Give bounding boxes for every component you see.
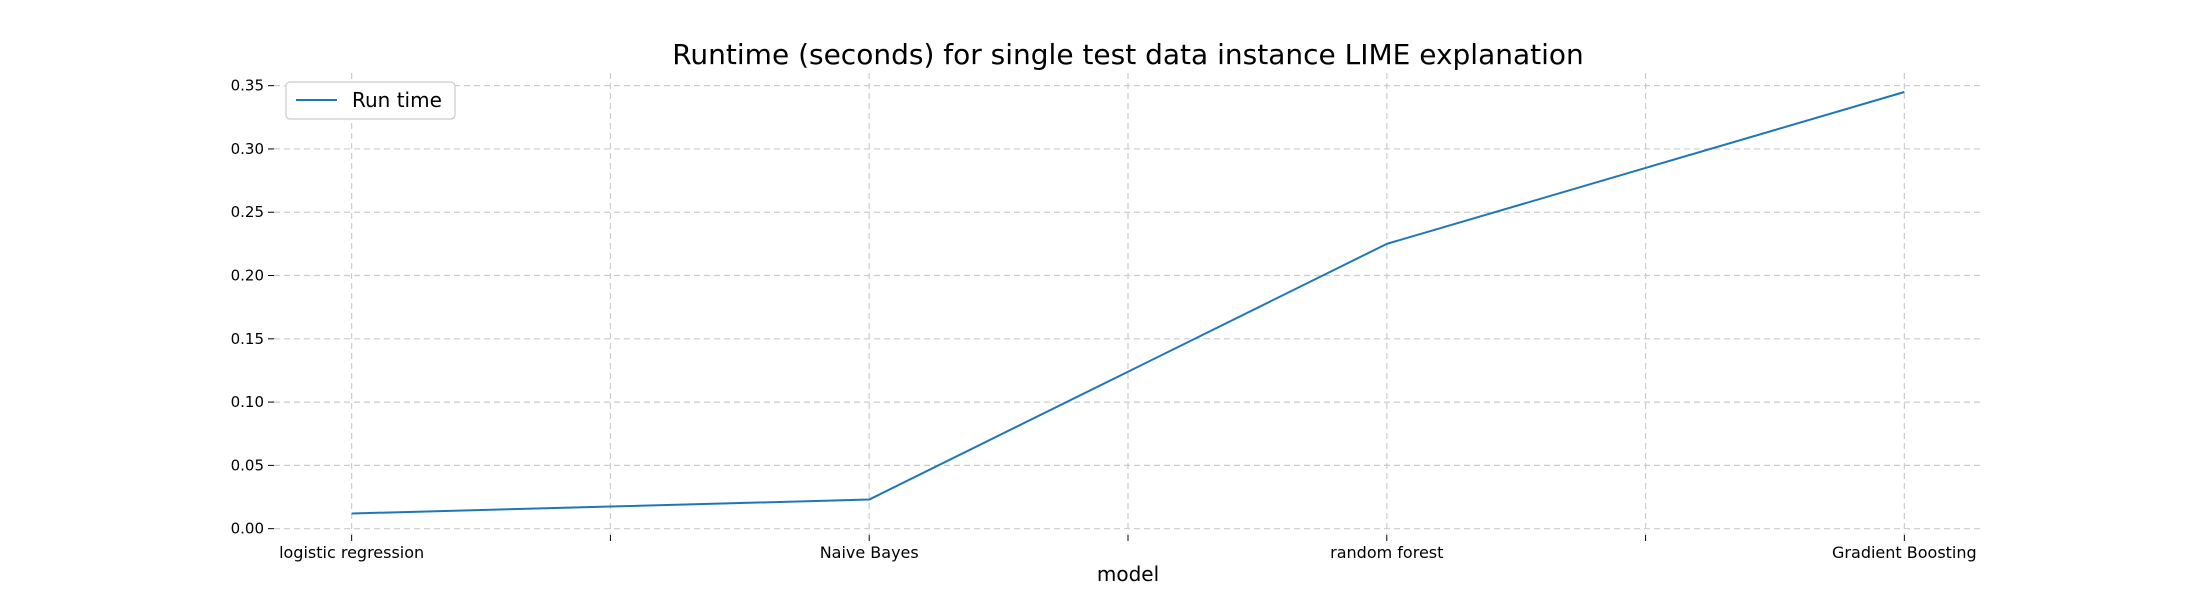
y-tick-label: 0.35 xyxy=(231,77,264,95)
grid-lines xyxy=(274,73,1982,535)
x-tick-label: Naive Bayes xyxy=(820,543,919,562)
x-tick-label: Gradient Boosting xyxy=(1832,543,1977,562)
y-tick-label: 0.15 xyxy=(231,330,264,348)
y-tick-label: 0.00 xyxy=(231,520,264,538)
legend-box xyxy=(285,81,456,120)
x-axis-label: model xyxy=(1097,562,1159,586)
x-tick-label: logistic regression xyxy=(279,543,424,562)
y-tick-label: 0.30 xyxy=(231,140,264,158)
x-axis-ticks: logistic regression Naive Bayes random for… xyxy=(279,535,1977,562)
y-tick-label: 0.25 xyxy=(231,203,264,221)
series-layer xyxy=(351,91,1905,515)
legend: Run time xyxy=(285,81,456,120)
y-tick-label: 0.05 xyxy=(231,456,264,474)
y-tick-label: 0.20 xyxy=(231,267,264,285)
y-axis-ticks: 0.00 0.05 0.10 0.15 0.20 0.25 0.30 0.35 xyxy=(231,77,274,538)
legend-entry-label: Run time xyxy=(352,88,442,112)
chart-title: Runtime (seconds) for single test data i… xyxy=(672,38,1584,71)
series-line-run-time xyxy=(351,91,1905,515)
x-tick-label: random forest xyxy=(1330,543,1443,562)
y-tick-label: 0.10 xyxy=(231,393,264,411)
